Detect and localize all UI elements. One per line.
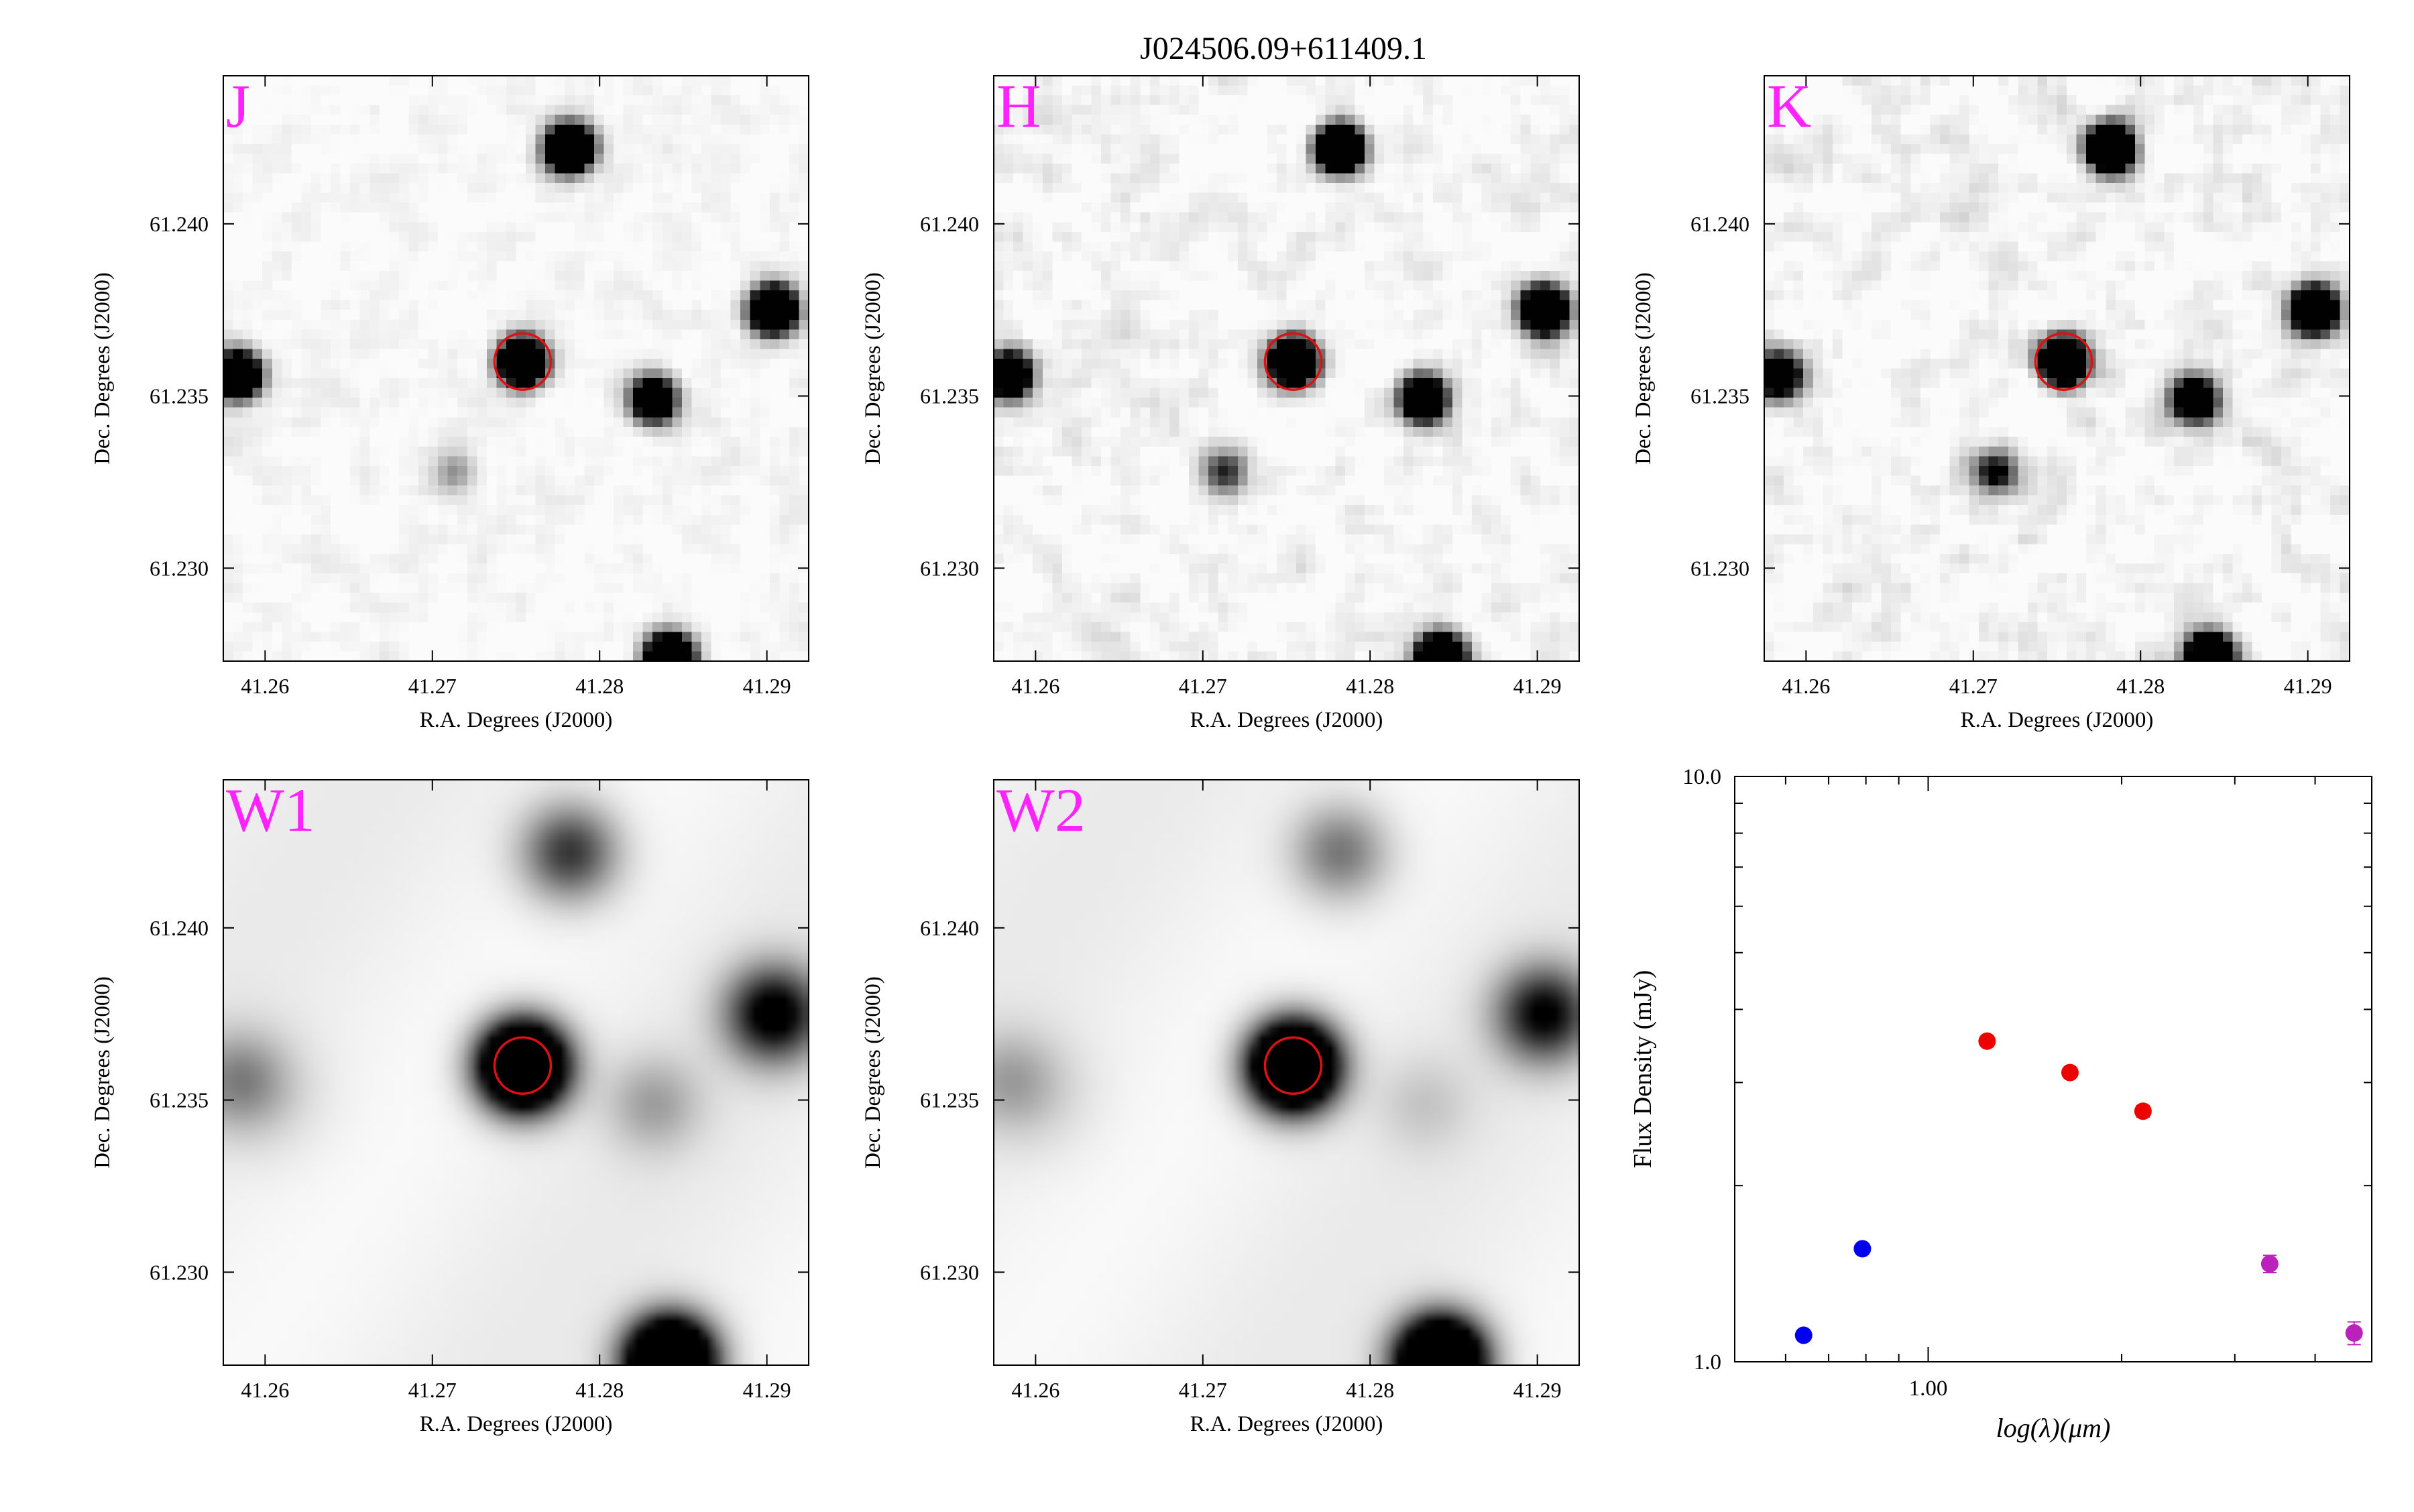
data-point xyxy=(1978,1032,1996,1050)
y-tick-label: 61.230 xyxy=(920,556,979,580)
data-point xyxy=(1853,1240,1872,1258)
x-tick-label: 41.28 xyxy=(1346,1378,1394,1402)
y-tick-label: 61.235 xyxy=(150,1088,209,1112)
x-tick-label: 41.27 xyxy=(1179,1378,1227,1402)
aperture-circle xyxy=(493,1036,553,1095)
sed-chart: 1.00 1.0 10.0 log(λ)(μm) Flux Density (mJy) xyxy=(1629,765,2372,1443)
x-tick-label: 41.28 xyxy=(575,674,624,698)
x-tick-label: 41.26 xyxy=(241,674,289,698)
aperture-circle xyxy=(2034,332,2093,391)
sky-image xyxy=(223,780,809,1365)
aperture-circle xyxy=(1263,1036,1323,1095)
band-label: W1 xyxy=(226,776,315,844)
x-axis-label: R.A. Degrees (J2000) xyxy=(420,708,613,732)
x-tick-label: 41.26 xyxy=(1782,674,1830,698)
image-panel-j: 41.26 41.27 41.28 41.29 61.230 61.235 61.240 R.… xyxy=(91,72,809,732)
image-panel-w2: 41.26 41.27 41.28 41.29 61.230 61.235 61.240 R.… xyxy=(861,776,1580,1436)
y-tick-label: 61.235 xyxy=(920,1088,979,1112)
panel-frame xyxy=(223,75,809,662)
panel-frame xyxy=(223,779,809,1366)
y-axis-label: Flux Density (mJy) xyxy=(1629,970,1657,1169)
x-tick-label: 41.28 xyxy=(575,1378,624,1402)
panel-frame xyxy=(993,779,1580,1366)
y-tick-label: 61.240 xyxy=(1690,212,1749,236)
panel-frame xyxy=(1764,75,2350,662)
figure-title: J024506.09+611409.1 xyxy=(1140,31,1427,66)
image-panel-h: 41.26 41.27 41.28 41.29 61.230 61.235 61.240 R.… xyxy=(861,72,1580,732)
band-label: W2 xyxy=(996,776,1086,844)
y-tick-label: 61.240 xyxy=(150,916,209,940)
x-tick-label: 41.27 xyxy=(1179,674,1227,698)
x-tick-label: 41.26 xyxy=(241,1378,289,1402)
x-tick-label: 41.29 xyxy=(1513,674,1562,698)
y-axis-label: Dec. Degrees (J2000) xyxy=(91,976,115,1169)
y-tick-label: 61.235 xyxy=(1690,384,1749,408)
band-label: J xyxy=(226,72,250,140)
y-axis-label: Dec. Degrees (J2000) xyxy=(91,272,115,465)
sky-image xyxy=(994,76,1579,661)
y-axis-label: Dec. Degrees (J2000) xyxy=(1631,272,1656,465)
y-tick-label: 1.0 xyxy=(1694,1350,1721,1375)
image-panel-k: 41.26 41.27 41.28 41.29 61.230 61.235 61.240 R.… xyxy=(1631,72,2350,732)
y-tick-label: 61.230 xyxy=(150,1260,209,1284)
y-tick-label: 61.230 xyxy=(920,1260,979,1284)
x-tick-label: 41.28 xyxy=(2116,674,2165,698)
aperture-circle xyxy=(493,332,553,391)
sky-image xyxy=(994,780,1579,1365)
chart-frame xyxy=(1734,776,2372,1362)
x-axis-label: log(λ)(μm) xyxy=(1996,1413,2111,1443)
x-tick-label: 1.00 xyxy=(1909,1377,1948,1401)
image-panels: 41.26 41.27 41.28 41.29 61.230 61.235 61.240 R.… xyxy=(91,72,2350,1436)
y-tick-label: 61.235 xyxy=(920,384,979,408)
x-axis-label: R.A. Degrees (J2000) xyxy=(1190,708,1383,732)
sky-image xyxy=(1764,76,2350,661)
band-label: H xyxy=(996,72,1041,140)
panel-frame xyxy=(993,75,1580,662)
x-tick-label: 41.28 xyxy=(1346,674,1394,698)
data-point xyxy=(2260,1255,2279,1273)
x-tick-label: 41.27 xyxy=(408,1378,457,1402)
y-axis-label: Dec. Degrees (J2000) xyxy=(861,976,885,1169)
y-axis-label: Dec. Degrees (J2000) xyxy=(861,272,885,465)
x-tick-label: 41.29 xyxy=(743,674,791,698)
image-panel-w1: 41.26 41.27 41.28 41.29 61.230 61.235 61.240 R.… xyxy=(91,776,809,1436)
x-tick-label: 41.27 xyxy=(1949,674,1998,698)
band-label: K xyxy=(1767,72,1811,140)
x-tick-label: 41.26 xyxy=(1011,674,1059,698)
x-axis-label: R.A. Degrees (J2000) xyxy=(1190,1412,1383,1436)
x-tick-label: 41.29 xyxy=(743,1378,791,1402)
y-tick-label: 61.240 xyxy=(920,212,979,236)
aperture-circle xyxy=(1263,332,1323,391)
data-point xyxy=(2134,1102,2152,1120)
x-tick-label: 41.29 xyxy=(1513,1378,1562,1402)
y-tick-label: 61.235 xyxy=(150,384,209,408)
sky-image xyxy=(223,76,809,661)
data-point xyxy=(2061,1063,2079,1082)
y-tick-label: 61.230 xyxy=(1690,556,1749,580)
x-tick-label: 41.29 xyxy=(2284,674,2332,698)
y-tick-label: 10.0 xyxy=(1682,765,1721,789)
x-axis-label: R.A. Degrees (J2000) xyxy=(1961,708,2154,732)
data-point xyxy=(1794,1326,1813,1344)
x-tick-label: 41.27 xyxy=(408,674,457,698)
x-tick-label: 41.26 xyxy=(1011,1378,1059,1402)
y-tick-label: 61.240 xyxy=(150,212,209,236)
y-tick-label: 61.230 xyxy=(150,556,209,580)
y-tick-label: 61.240 xyxy=(920,916,979,940)
data-point xyxy=(2345,1324,2363,1342)
x-axis-label: R.A. Degrees (J2000) xyxy=(420,1412,613,1436)
